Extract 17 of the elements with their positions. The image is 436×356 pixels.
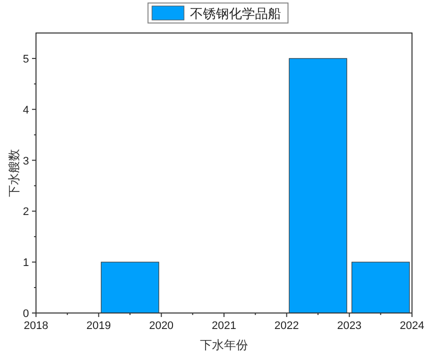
x-tick-label: 2020 [149,320,174,332]
y-tick-label: 2 [22,206,29,218]
y-axis-title: 下水艘数 [7,149,21,197]
y-tick-label: 3 [22,155,29,168]
y-tick-label: 5 [22,53,29,66]
x-axis-title: 下水年份 [200,338,248,352]
x-tick-label: 2018 [24,320,48,332]
x-tick-label: 2023 [337,320,362,332]
legend-label: 不锈钢化学品船 [190,6,281,21]
x-tick-label: 2021 [212,320,236,332]
y-tick-label: 1 [22,257,29,270]
x-tick-label: 2024 [400,320,424,332]
x-tick-label: 2022 [274,320,299,332]
x-tick-label: 2019 [86,320,111,332]
y-tick-label: 4 [22,104,29,116]
y-tick-label: 0 [22,308,29,320]
legend: 不锈钢化学品船 [148,2,288,24]
